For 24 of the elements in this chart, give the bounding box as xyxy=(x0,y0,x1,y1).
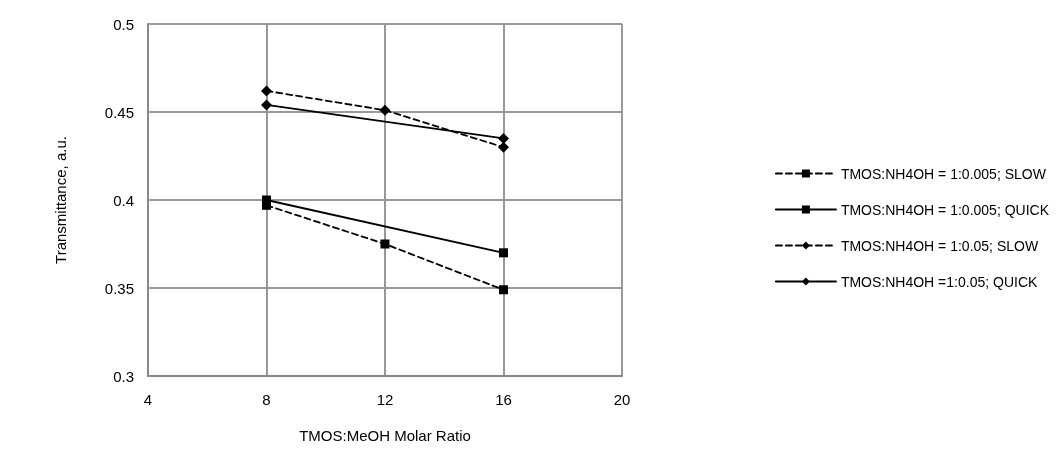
y-tick-label: 0.45 xyxy=(104,103,134,121)
point xyxy=(498,141,509,153)
x-tick-label: 20 xyxy=(613,391,631,408)
x-tick-label: 12 xyxy=(376,391,394,408)
legend-label: TMOS:NH4OH = 1:0.05; SLOW xyxy=(840,237,1039,254)
y-tick-label: 0.5 xyxy=(113,15,134,33)
point xyxy=(261,85,272,97)
x-tick-label: 16 xyxy=(495,391,512,408)
point xyxy=(499,248,508,258)
point xyxy=(379,104,391,116)
point xyxy=(498,132,509,144)
x-axis-title: TMOS:MeOH Molar Ratio xyxy=(299,427,471,444)
y-tick-label: 0.35 xyxy=(104,279,134,297)
legend-label: TMOS:NH4OH = 1:0.005; SLOW xyxy=(840,165,1047,182)
point xyxy=(380,239,390,249)
point xyxy=(261,99,272,111)
y-tick-label: 0.4 xyxy=(113,191,134,209)
legend-label: TMOS:NH4OH =1:0.05; QUICK xyxy=(840,273,1038,290)
y-tick-label: 0.3 xyxy=(113,367,134,385)
y-axis-title: Transmittance, a.u. xyxy=(52,136,69,264)
x-tick-label: 4 xyxy=(143,391,153,408)
legend-label: TMOS:NH4OH = 1:0.005; QUICK xyxy=(840,201,1050,218)
point xyxy=(499,285,508,295)
x-tick-label: 8 xyxy=(262,391,271,408)
